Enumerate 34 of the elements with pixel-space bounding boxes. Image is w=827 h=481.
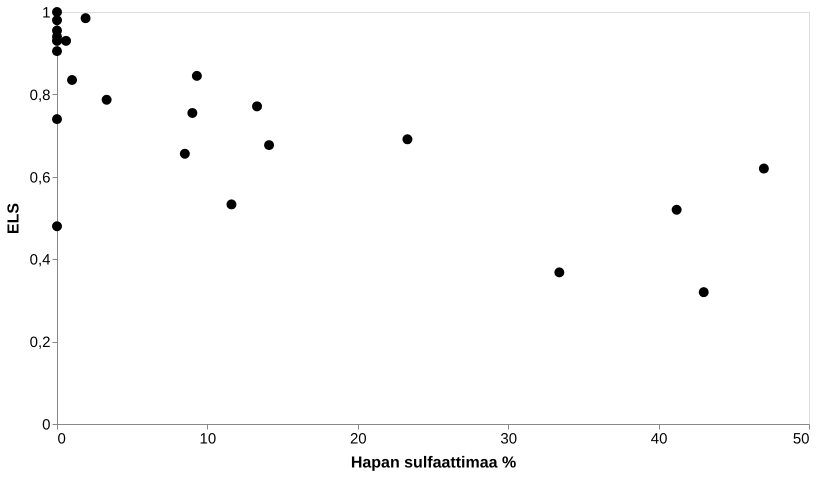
x-tick-label: 10 bbox=[200, 430, 216, 448]
y-tick-label: 1 bbox=[42, 4, 50, 22]
point bbox=[102, 94, 112, 105]
point bbox=[67, 74, 78, 85]
point bbox=[698, 287, 709, 298]
x-tick-label: 40 bbox=[650, 430, 668, 448]
point bbox=[180, 148, 190, 159]
point bbox=[52, 46, 62, 56]
point bbox=[758, 164, 769, 174]
x-tick-label: 0 bbox=[58, 430, 66, 448]
point bbox=[61, 36, 72, 46]
y-tick-label: 0,6 bbox=[30, 169, 50, 186]
point bbox=[264, 140, 274, 150]
point bbox=[554, 267, 564, 278]
y-tick-label: 0,4 bbox=[30, 252, 50, 269]
point bbox=[226, 199, 236, 210]
x-tick-label: 30 bbox=[500, 430, 518, 448]
y-tick-label: 0,8 bbox=[30, 86, 50, 104]
y-tick-label: 0 bbox=[42, 416, 50, 434]
point bbox=[402, 134, 412, 144]
y-tick-label: 0,2 bbox=[30, 334, 50, 352]
x-tick-label: 20 bbox=[350, 430, 367, 448]
point bbox=[52, 15, 62, 26]
x-tick-label: 50 bbox=[792, 430, 810, 448]
point bbox=[80, 13, 91, 24]
point bbox=[52, 7, 62, 17]
point bbox=[252, 101, 262, 112]
x-axis-title: Hapan sulfaattimaa % bbox=[350, 454, 516, 472]
point bbox=[192, 70, 202, 81]
point bbox=[52, 221, 62, 232]
y-axis-title: ELS bbox=[6, 202, 23, 234]
point bbox=[672, 204, 682, 215]
point bbox=[187, 108, 198, 118]
point bbox=[52, 114, 62, 124]
